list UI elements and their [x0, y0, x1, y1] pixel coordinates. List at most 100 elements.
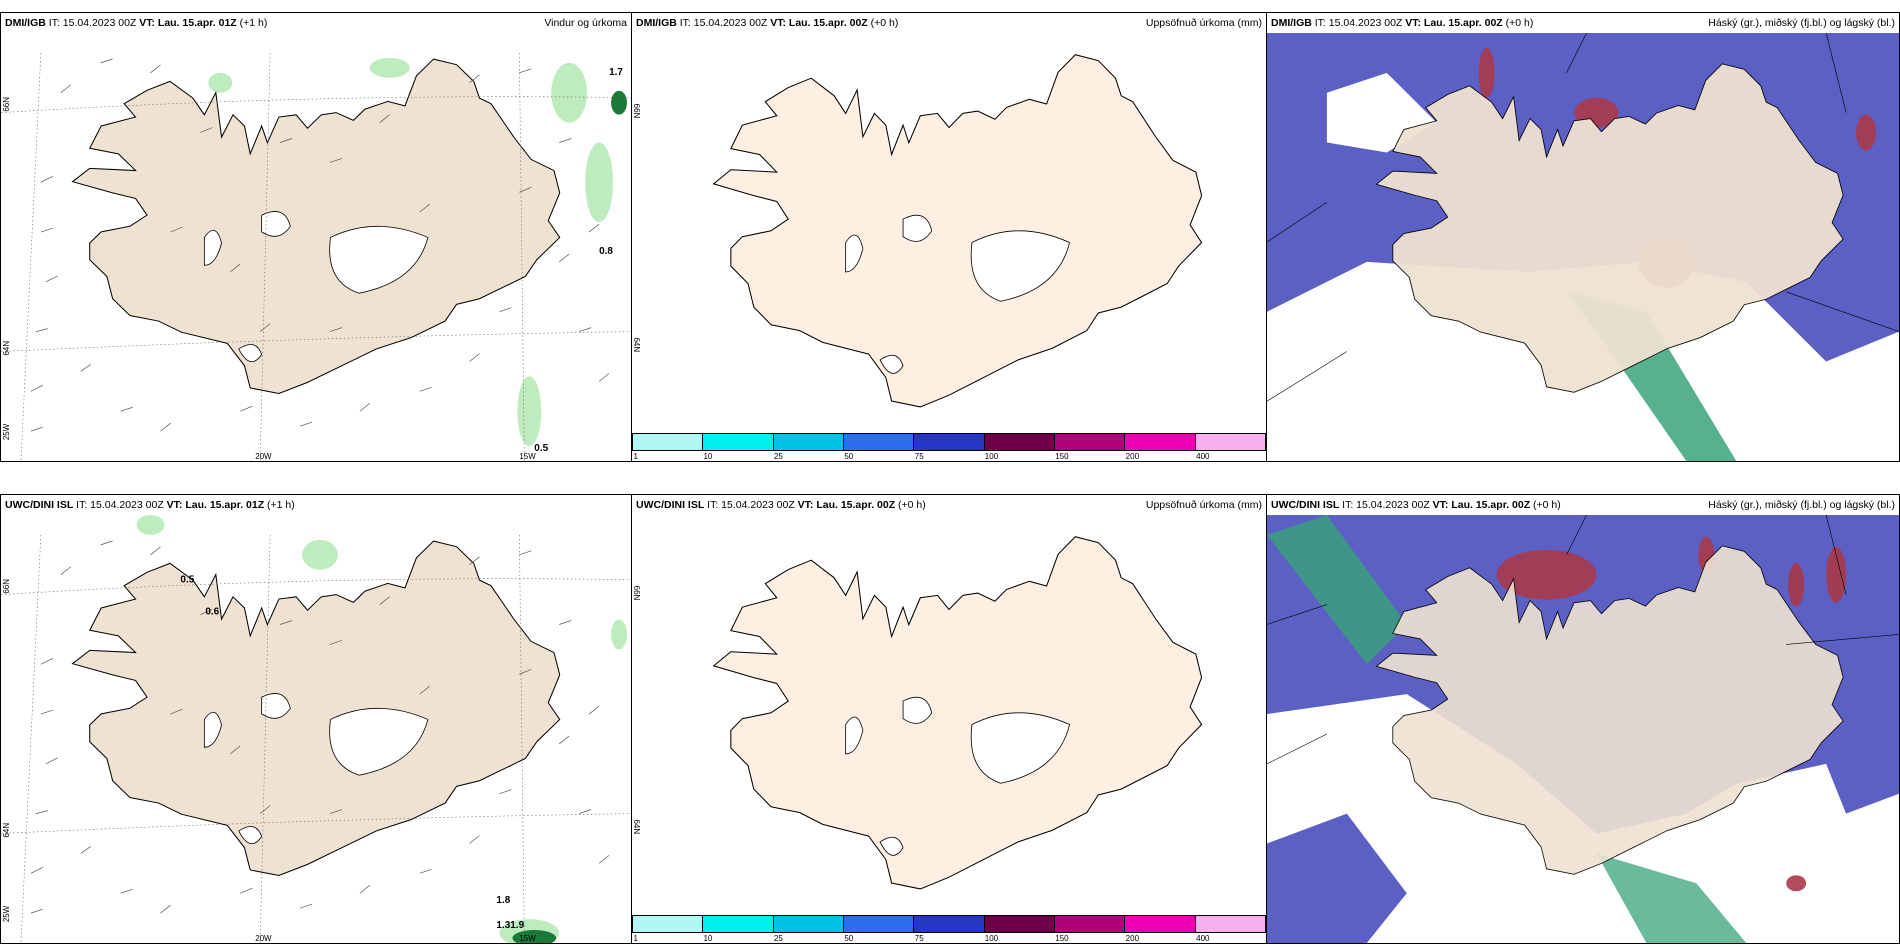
mid-cloud-cells — [1496, 536, 1847, 892]
precip-values: 0.5 0.6 1.8 1.31.9 — [180, 575, 524, 931]
precip-colorbar: 1 10 25 50 75 100 150 200 400 — [632, 433, 1266, 461]
wind-map-svg: 66N 64N 25W 20W 15W 0.5 0.6 1.8 1.31.9 — [1, 515, 631, 943]
iceland-landmass — [71, 58, 561, 395]
colorbar-tick-label: 1 — [633, 934, 638, 943]
colorbar-tick-label: 150 — [1055, 452, 1069, 461]
cloud-map — [1267, 515, 1899, 943]
iceland-landmass — [713, 536, 1203, 890]
panel-uwc-precip: UWC/DINI ISL IT: 15.04.2023 00Z VT: Lau.… — [632, 494, 1267, 944]
precip-map-svg: 66N 64N — [632, 54, 1203, 408]
init-time: IT: 15.04.2023 00Z — [1342, 499, 1430, 511]
precip-value: 1.7 — [609, 67, 623, 78]
panel-title: Háský (gr.), miðský (fj.bl.) og lágský (… — [1708, 17, 1895, 29]
model-name: DMI/IGB — [636, 17, 677, 29]
lon-label-25w: 25W — [2, 423, 11, 440]
precip-value: 0.5 — [180, 575, 194, 586]
projection-lines — [1267, 33, 1899, 402]
lat-label-64n: 64N — [2, 341, 11, 356]
colorbar-tick-label: 150 — [1055, 934, 1069, 943]
cloud-map — [1267, 33, 1899, 461]
colorbar-swatches — [632, 433, 1266, 451]
colorbar-tick-label: 100 — [984, 452, 999, 461]
glaciers — [845, 696, 1071, 856]
panel-run-info: UWC/DINI ISL IT: 15.04.2023 00Z VT: Lau.… — [1271, 499, 1561, 511]
colorbar-swatch — [1195, 434, 1265, 450]
projection-lines — [1267, 515, 1899, 765]
lead-time: (+0 h) — [898, 499, 926, 511]
map-frame: DMI/IGB IT: 15.04.2023 00Z VT: Lau. 15.a… — [0, 12, 632, 462]
colorbar-ticks: 1 10 25 50 75 100 150 200 400 — [632, 452, 1266, 461]
heavy-precip-cell — [512, 930, 557, 943]
heavy-precip-cell — [611, 90, 628, 115]
panel-run-info: DMI/IGB IT: 15.04.2023 00Z VT: Lau. 15.a… — [5, 17, 267, 29]
panel-title: Uppsöfnuð úrkoma (mm) — [1145, 17, 1262, 29]
panel-header: DMI/IGB IT: 15.04.2023 00Z VT: Lau. 15.a… — [632, 13, 1266, 33]
init-time: IT: 15.04.2023 00Z — [76, 499, 164, 511]
model-name: DMI/IGB — [1271, 17, 1312, 29]
precip-value: 1.8 — [496, 895, 510, 906]
panel-dmi-precip: DMI/IGB IT: 15.04.2023 00Z VT: Lau. 15.a… — [632, 12, 1267, 462]
precip-value: 1.31.9 — [496, 920, 524, 931]
model-name: UWC/DINI ISL — [636, 499, 705, 511]
colorbar-tick-label: 400 — [1196, 452, 1210, 461]
init-time: IT: 15.04.2023 00Z — [679, 17, 768, 29]
colorbar-swatch — [633, 434, 704, 450]
colorbar-swatch — [633, 916, 704, 932]
colorbar-swatch — [843, 916, 915, 932]
lead-time: (+0 h) — [1533, 499, 1561, 511]
colorbar-swatch — [773, 434, 844, 450]
wind-map: 66N 64N 25W 20W 15W 1.7 0.8 0.5 — [1, 33, 631, 461]
colorbar-swatches — [632, 915, 1266, 933]
colorbar-tick-label: 400 — [1196, 934, 1210, 943]
colorbar-tick-label: 1 — [633, 452, 638, 461]
precip-shading — [208, 57, 614, 447]
panel-header: UWC/DINI ISL IT: 15.04.2023 00Z VT: Lau.… — [1, 495, 631, 515]
colorbar-swatch — [1195, 916, 1265, 932]
valid-time: VT: Lau. 15.apr. 00Z — [1405, 17, 1503, 29]
lat-label-64n: 64N — [2, 823, 11, 838]
map-frame: DMI/IGB IT: 15.04.2023 00Z VT: Lau. 15.a… — [632, 12, 1267, 462]
panel-run-info: DMI/IGB IT: 15.04.2023 00Z VT: Lau. 15.a… — [1271, 17, 1533, 29]
colorbar-swatch — [1125, 916, 1196, 932]
model-name: UWC/DINI ISL — [1271, 499, 1340, 511]
colorbar-swatch — [703, 434, 774, 450]
colorbar-ticks: 1 10 25 50 75 100 150 200 400 — [632, 934, 1266, 943]
colorbar-swatch — [1054, 434, 1126, 450]
colorbar-swatch — [703, 916, 774, 932]
valid-time: VT: Lau. 15.apr. 00Z — [1432, 499, 1531, 511]
valid-time: VT: Lau. 15.apr. 00Z — [797, 499, 896, 511]
colorbar-tick-label: 25 — [773, 452, 783, 461]
model-name: DMI/IGB — [5, 17, 46, 29]
valid-time: VT: Lau. 15.apr. 00Z — [770, 17, 868, 29]
lon-label-20w: 20W — [255, 934, 272, 943]
colorbar-tick-label: 75 — [914, 452, 924, 461]
graticule — [1, 52, 631, 461]
low-cloud-cover-south — [1267, 813, 1407, 943]
wind-barbs — [30, 58, 610, 432]
map-frame: UWC/DINI ISL IT: 15.04.2023 00Z VT: Lau.… — [1267, 494, 1900, 944]
valid-time: VT: Lau. 15.apr. 01Z — [166, 499, 265, 511]
high-cloud-band-south — [1596, 853, 1747, 943]
glaciers — [203, 211, 429, 362]
panel-header: DMI/IGB IT: 15.04.2023 00Z VT: Lau. 15.a… — [1267, 13, 1899, 33]
colorbar-swatch — [1125, 434, 1196, 450]
high-cloud-band — [1267, 515, 1407, 665]
precip-value: 0.8 — [599, 246, 613, 257]
map-frame: UWC/DINI ISL IT: 15.04.2023 00Z VT: Lau.… — [0, 494, 632, 944]
colorbar-swatch — [1054, 916, 1126, 932]
panel-run-info: DMI/IGB IT: 15.04.2023 00Z VT: Lau. 15.a… — [636, 17, 898, 29]
init-time: IT: 15.04.2023 00Z — [1314, 17, 1403, 29]
colorbar-tick-label: 10 — [703, 934, 713, 943]
colorbar-swatch — [843, 434, 915, 450]
cloud-map-svg — [1267, 33, 1899, 461]
colorbar-tick-label: 100 — [984, 934, 999, 943]
axis-labels: 66N 64N 25W 20W 15W — [2, 579, 536, 943]
panel-uwc-clouds: UWC/DINI ISL IT: 15.04.2023 00Z VT: Lau.… — [1267, 494, 1900, 944]
map-frame: UWC/DINI ISL IT: 15.04.2023 00Z VT: Lau.… — [632, 494, 1267, 944]
precip-value: 0.5 — [534, 443, 548, 454]
colorbar-tick-label: 10 — [703, 452, 713, 461]
precip-values: 1.7 0.8 0.5 — [534, 67, 623, 454]
panel-title: Háský (gr.), miðský (fj.bl.) og lágský (… — [1708, 499, 1895, 511]
precip-map-svg: 66N 64N — [632, 536, 1203, 890]
wind-map-svg: 66N 64N 25W 20W 15W 1.7 0.8 0.5 — [1, 52, 631, 461]
